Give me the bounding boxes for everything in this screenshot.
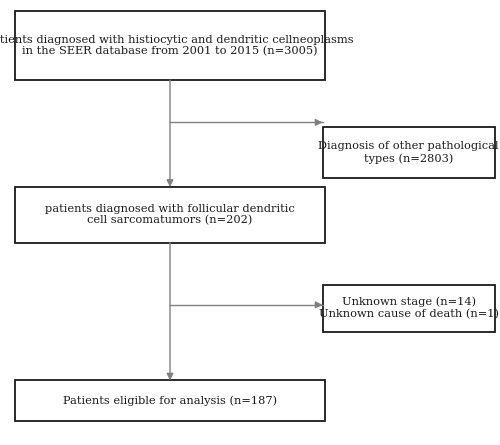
FancyBboxPatch shape — [15, 187, 325, 243]
FancyBboxPatch shape — [15, 380, 325, 421]
Text: Patients diagnosed with histiocytic and dendritic cellneoplasms
in the SEER data: Patients diagnosed with histiocytic and … — [0, 35, 354, 57]
Text: patients diagnosed with follicular dendritic
cell sarcomatumors (n=202): patients diagnosed with follicular dendr… — [45, 204, 295, 226]
Text: Patients eligible for analysis (n=187): Patients eligible for analysis (n=187) — [63, 395, 277, 406]
Text: Unknown stage (n=14)
Unknown cause of death (n=1): Unknown stage (n=14) Unknown cause of de… — [319, 297, 499, 320]
Text: Diagnosis of other pathological
types (n=2803): Diagnosis of other pathological types (n… — [318, 141, 499, 164]
FancyBboxPatch shape — [15, 11, 325, 80]
FancyBboxPatch shape — [322, 127, 495, 178]
FancyBboxPatch shape — [322, 285, 495, 332]
